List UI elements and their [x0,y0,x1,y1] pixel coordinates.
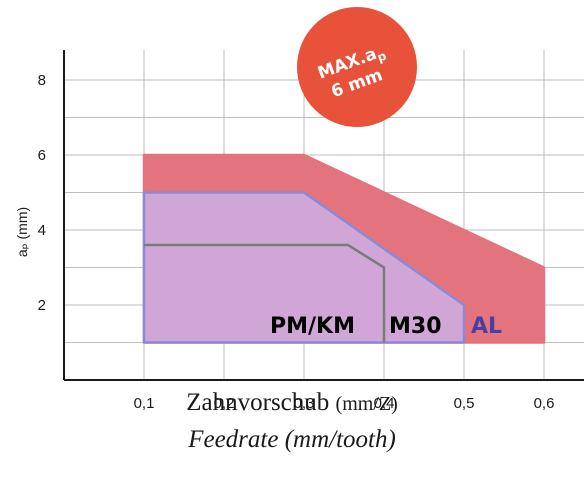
x-axis-label-english: Feedrate (mm/tooth) [188,426,396,453]
y-tick-label: 4 [38,222,46,239]
x-tick-labels: 0,1 0,2 0,3 0,4 0,5 0,6 [134,395,555,412]
max-ap-badge: MAX.ap6 mm [297,7,417,127]
series-line-pm-km [144,243,386,343]
x-tick-label: 0,1 [134,395,155,412]
x-tick-label: 0,6 [534,395,555,412]
x-tick-label: 0,3 [294,395,315,412]
badge-circle [297,7,417,127]
y-tick-label: 2 [38,297,46,314]
y-tick-labels: 2 4 6 8 [38,72,46,314]
x-axis-label-german-main: Zahnvorschub [186,389,336,416]
axes [63,50,584,381]
y-axis-label: aₚ (mm) [14,207,30,257]
series-label-al: AL [471,314,502,339]
y-tick-label: 6 [38,147,46,164]
series-labels: PM/KM M30 AL [270,314,502,339]
x-axis-label-german-unit: (mm/Z) [335,393,398,415]
x-tick-label: 0,5 [454,395,475,412]
x-tick-label: 0,2 [214,395,235,412]
x-tick-label: 0,4 [374,395,395,412]
x-axis-label-german: Zahnvorschub (mm/Z) [0,389,584,417]
series-label-pm-km: PM/KM [270,314,355,339]
series-areas [142,153,546,344]
series-label-m30: M30 [389,314,442,339]
y-tick-label: 8 [38,72,46,89]
